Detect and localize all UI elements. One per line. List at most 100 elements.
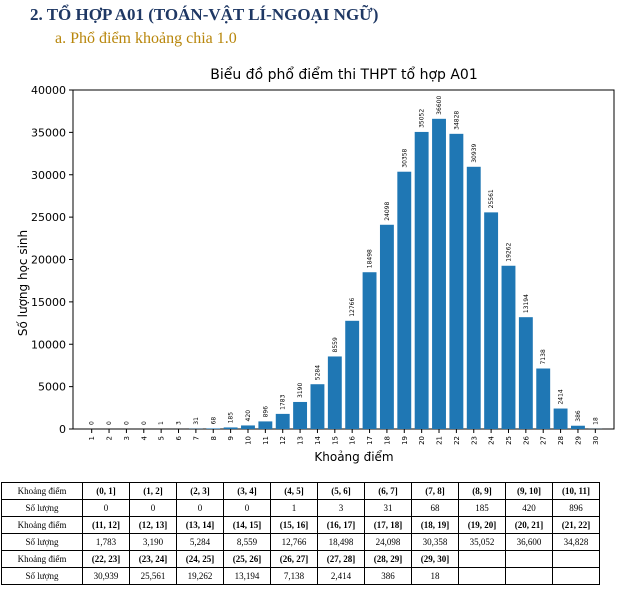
y-axis-title: Số lượng học sinh: [16, 230, 30, 336]
range-header-cell: Khoảng điểm: [1, 516, 83, 534]
range-cell: (8, 9]: [458, 482, 506, 500]
x-tick-label-6: 6: [175, 435, 183, 440]
section-heading: 2. TỔ HỢP A01 (TOÁN-VẬT LÍ-NGOẠI NGỮ): [30, 5, 379, 24]
bar-value-label-11: 896: [262, 406, 269, 418]
count-cell: 3: [317, 499, 365, 517]
x-tick-label-9: 9: [227, 436, 235, 440]
count-cell: 3,190: [129, 533, 177, 551]
count-cell: 8,559: [223, 533, 271, 551]
bar-8: [206, 428, 221, 429]
count-cell: 420: [505, 499, 553, 517]
bar-value-label-4: 0: [141, 421, 148, 425]
count-cell: 30,939: [82, 567, 130, 585]
count-cell: [552, 567, 600, 585]
range-cell: (19, 20]: [458, 516, 506, 534]
x-tick-label-19: 19: [401, 436, 409, 445]
count-cell: 13,194: [223, 567, 271, 585]
bar-value-label-15: 8559: [332, 337, 339, 352]
range-cell: (12, 13]: [129, 516, 177, 534]
table-count-row: Số lượng 30,939 25,561 19,262 13,194 7,138 2,4…: [1, 567, 600, 585]
bar-23: [466, 166, 481, 429]
count-cell: 5,284: [176, 533, 224, 551]
bar-value-label-13: 3190: [297, 383, 304, 398]
bar-value-label-6: 3: [176, 421, 183, 425]
bar-19: [397, 171, 412, 429]
range-cell: (2, 3]: [176, 482, 224, 500]
bar-28: [553, 408, 568, 429]
y-tick-label-0: 0: [59, 423, 66, 436]
bar-value-label-28: 2414: [558, 389, 565, 404]
range-cell: [505, 550, 553, 568]
range-cell: (1, 2]: [129, 482, 177, 500]
count-cell: [458, 567, 506, 585]
bar-16: [345, 320, 360, 429]
x-tick-label-14: 14: [314, 435, 322, 444]
range-header-cell: Khoảng điểm: [1, 550, 83, 568]
plot-area: 0500010000150002000025000300003500040000…: [31, 84, 615, 445]
bar-18: [379, 224, 394, 429]
bar-value-label-16: 12766: [349, 298, 356, 317]
bar-22: [449, 133, 464, 429]
count-cell: 386: [364, 567, 412, 585]
bar-value-label-18: 24098: [384, 201, 391, 220]
bar-value-label-22: 34828: [453, 111, 460, 130]
bar-value-label-14: 5284: [314, 365, 321, 380]
bar-15: [327, 356, 342, 429]
count-cell: 0: [223, 499, 271, 517]
range-cell: (20, 21]: [505, 516, 553, 534]
bar-21: [432, 118, 446, 429]
bar-value-label-29: 386: [575, 410, 582, 422]
y-tick-label-4: 20000: [31, 254, 66, 267]
range-cell: (27, 28]: [317, 550, 365, 568]
count-cell: 18,498: [317, 533, 365, 551]
bar-value-label-20: 35052: [419, 109, 426, 128]
range-cell: (26, 27]: [270, 550, 318, 568]
bar-value-label-8: 68: [210, 417, 217, 425]
x-axis-title: Khoảng điểm: [314, 450, 393, 464]
range-cell: (7, 8]: [411, 482, 459, 500]
bar-26: [518, 317, 533, 429]
x-tick-label-17: 17: [366, 436, 374, 445]
bar-17: [362, 272, 377, 429]
x-tick-label-18: 18: [383, 436, 391, 445]
range-cell: (23, 24]: [129, 550, 177, 568]
bar-value-label-9: 185: [228, 412, 235, 424]
x-tick-label-22: 22: [453, 436, 461, 445]
range-cell: (14, 15]: [223, 516, 271, 534]
bar-value-label-5: 1: [158, 421, 165, 425]
count-cell: 36,600: [505, 533, 553, 551]
count-cell: 2,414: [317, 567, 365, 585]
x-tick-label-20: 20: [418, 436, 426, 445]
count-cell: 31: [364, 499, 412, 517]
count-cell: 25,561: [129, 567, 177, 585]
count-cell: 34,828: [552, 533, 600, 551]
range-cell: [458, 550, 506, 568]
x-tick-label-7: 7: [192, 436, 200, 440]
bar-value-label-21: 36600: [436, 96, 443, 115]
y-tick-label-6: 30000: [31, 169, 66, 182]
range-cell: (13, 14]: [176, 516, 224, 534]
range-cell: (16, 17]: [317, 516, 365, 534]
count-cell: 7,138: [270, 567, 318, 585]
table-range-row: Khoảng điểm (22, 23] (23, 24] (24, 25] (25, …: [1, 550, 600, 568]
bar-value-label-23: 30939: [471, 144, 478, 163]
bar-10: [241, 425, 255, 429]
count-cell: 18: [411, 567, 459, 585]
count-header-cell: Số lượng: [1, 567, 83, 585]
x-tick-label-30: 30: [592, 436, 600, 445]
count-cell: 185: [458, 499, 506, 517]
range-header-cell: Khoảng điểm: [1, 482, 83, 500]
bar-27: [536, 368, 551, 429]
bar-9: [223, 427, 238, 429]
bar-value-label-10: 420: [245, 410, 252, 422]
bar-11: [258, 421, 273, 429]
y-tick-label-2: 10000: [31, 338, 66, 351]
x-tick-label-10: 10: [244, 436, 252, 445]
bar-value-label-26: 13194: [523, 294, 530, 313]
x-tick-label-12: 12: [279, 436, 287, 445]
range-cell: (28, 29]: [364, 550, 412, 568]
bar-14: [310, 384, 325, 429]
x-tick-label-29: 29: [574, 436, 582, 445]
y-tick-label-8: 40000: [31, 84, 66, 97]
y-tick-label-7: 35000: [31, 126, 66, 139]
